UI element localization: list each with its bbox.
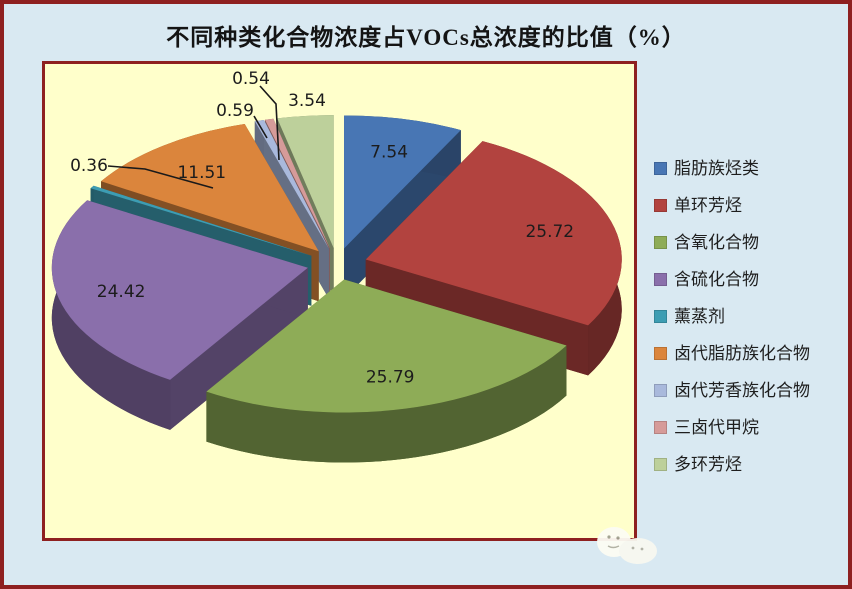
legend-swatch (654, 347, 667, 360)
data-label: 3.54 (288, 91, 326, 111)
legend-swatch (654, 273, 667, 286)
legend: 脂肪族烃类单环芳烃含氧化合物含硫化合物薰蒸剂卤代脂肪族化合物 卤代芳香族化合物 三卤… (654, 159, 848, 493)
data-label: 25.79 (366, 367, 415, 387)
slice-top (206, 279, 567, 413)
slice-top (344, 115, 461, 249)
plot-area: 7.54 25.72 25.79 24.42 0.36 11.51 0.59 0.54 3.54 (42, 61, 637, 541)
legend-label: 多环芳烃 (674, 455, 742, 474)
legend-swatch (654, 458, 667, 471)
slice-top (254, 119, 329, 249)
legend-label: 单环芳烃 (674, 196, 742, 215)
legend-label: 卤代芳香族化合物 (674, 381, 810, 400)
legend-label: 含硫化合物 (674, 270, 759, 289)
slice-top (277, 115, 334, 249)
data-label: 0.36 (70, 156, 108, 176)
legend-label: 薰蒸剂 (674, 307, 725, 326)
legend-item: 含氧化合物 (654, 233, 848, 252)
legend-swatch (654, 384, 667, 397)
leader-line (107, 165, 214, 189)
pie-chart-svg: 7.54 25.72 25.79 24.42 0.36 11.51 0.59 0.54 3.54 (51, 69, 622, 463)
slice-top (90, 185, 312, 256)
data-label: 24.42 (97, 282, 146, 302)
legend-swatch (654, 162, 667, 175)
pie-slice (365, 141, 622, 376)
legend-item: 三卤代甲烷 (654, 418, 848, 437)
leader-line (259, 85, 280, 161)
legend-item: 卤代芳香族化合物 (654, 381, 848, 400)
data-label: 0.59 (216, 101, 254, 121)
legend-label: 卤代脂肪族化合物 (674, 344, 810, 363)
legend-item: 薰蒸剂 (654, 307, 848, 326)
legend-label: 脂肪族烃类 (674, 159, 759, 178)
slice-top (365, 141, 622, 326)
leader-line (253, 115, 268, 139)
legend-swatch (654, 199, 667, 212)
slice-top (51, 200, 308, 380)
watermark-icon (597, 527, 657, 564)
data-label: 11.51 (177, 163, 226, 183)
pie-slice (206, 279, 567, 463)
legend-item: 含硫化合物 (654, 270, 848, 289)
data-label: 7.54 (370, 142, 408, 162)
pie-slice (51, 200, 308, 430)
legend-label: 三卤代甲烷 (674, 418, 759, 437)
slice-side-wall (206, 345, 567, 463)
legend-swatch (654, 236, 667, 249)
slice-top (264, 118, 330, 249)
legend-item: 卤代脂肪族化合物 (654, 344, 848, 363)
chart-title: 不同种类化合物浓度占VOCs总浓度的比值（%） (166, 25, 686, 50)
slice-cut-face (170, 267, 308, 430)
legend-item: 多环芳烃 (654, 455, 848, 474)
legend-item: 脂肪族烃类 (654, 159, 848, 178)
legend-swatch (654, 421, 667, 434)
legend-label: 含氧化合物 (674, 233, 759, 252)
data-label: 0.54 (232, 69, 270, 89)
legend-item: 单环芳烃 (654, 196, 848, 215)
legend-swatch (654, 310, 667, 323)
data-label: 25.72 (525, 222, 574, 242)
slice-side-wall (51, 200, 171, 430)
